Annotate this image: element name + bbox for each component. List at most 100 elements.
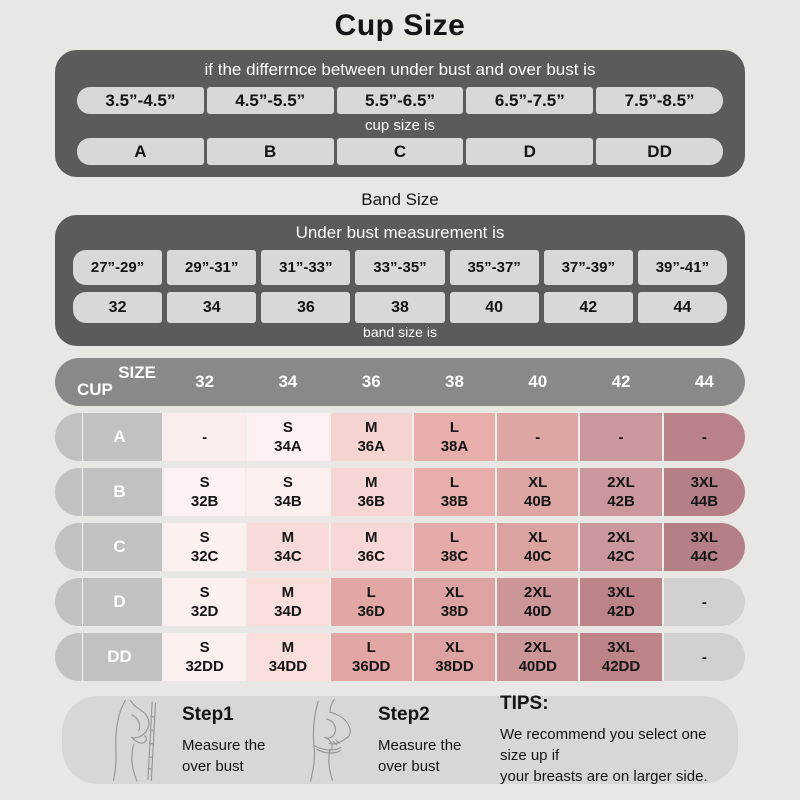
tips-block: TIPS: We recommend you select one size u… (484, 693, 714, 787)
size-cell: XL 40B (495, 468, 579, 516)
step1-title: Step1 (182, 703, 234, 725)
cell-size-code: 36B (357, 493, 385, 510)
cell-size-label: S (199, 584, 210, 601)
size-cell: L 38C (411, 523, 496, 571)
matrix-header: SIZE CUP 32 34 36 38 40 42 44 (55, 358, 745, 406)
band-size-title: Band Size (361, 190, 439, 209)
cell-size-label: S (199, 529, 210, 546)
size-cell: 3XL 42D (578, 578, 662, 626)
cell-size-code: 36DD (352, 658, 391, 675)
cell-size-code: 36C (357, 548, 385, 565)
cup-condition-label: if the differrnce between under bust and… (204, 60, 596, 79)
matrix-column-header: 34 (278, 372, 298, 391)
cell-size-label: S (199, 474, 210, 491)
band-range-row: 27”-29” 29”-31” 31”-33” 33”-35” 35”-37” 37”-3… (73, 250, 727, 285)
step2-text-line2: over bust (378, 757, 440, 775)
cell-size-code: 34D (274, 603, 302, 620)
size-cell: - (495, 413, 579, 461)
row-cup-label: D (55, 578, 162, 626)
cup-range-pill: 5.5”-6.5” (336, 87, 464, 114)
cell-size-code: 32DD (185, 658, 224, 675)
cup-letter-pill: B (206, 138, 334, 165)
size-cell: - (661, 633, 745, 681)
size-cell: S 34B (245, 468, 329, 516)
band-size-pill: 38 (355, 292, 445, 323)
size-cell: S 32DD (162, 633, 246, 681)
cell-size-label: L (449, 419, 460, 436)
matrix-row: B S 32B S 34B M 36B L 38B XL 40B 2XL 42B 3XL 44B (55, 468, 745, 516)
matrix-body: A - S 34A M 36A L 38A - - - B S 32B S 34B M 36B L 38B XL 40B 2… (55, 413, 745, 681)
step2-text: Measure the over bust (378, 735, 484, 777)
cup-range-pill: 7.5”-8.5” (596, 87, 723, 114)
cell-size-label: 2XL (607, 474, 635, 491)
cell-size-label: 2XL (607, 529, 635, 546)
size-cell: 3XL 44C (661, 523, 745, 571)
band-range-pill: 31”-33” (261, 250, 351, 285)
band-range-pill: 35”-37” (449, 250, 539, 285)
size-cell: XL 38D (411, 578, 496, 626)
cell-size-label: XL (444, 639, 465, 656)
step1-block: Step1 Measure the over bust (176, 704, 288, 777)
band-size-panel: Under bust measurement is 27”-29” 29”-31”… (55, 215, 745, 346)
matrix-column-header: 36 (361, 372, 381, 391)
size-cell: M 34C (245, 523, 329, 571)
size-cell: XL 38DD (411, 633, 496, 681)
cell-size-label: M (364, 529, 378, 546)
size-cell: M 34D (245, 578, 329, 626)
cell-size-label: 3XL (607, 584, 635, 601)
cell-size-code: 36D (357, 603, 385, 620)
size-cell: S 32B (162, 468, 246, 516)
cell-size-label: - (701, 428, 707, 446)
cell-size-code: 36A (357, 438, 385, 455)
cell-size-code: 32D (190, 603, 219, 620)
band-result-label: band size is (363, 324, 437, 340)
cell-size-label: S (282, 474, 293, 491)
step2-title: Step2 (378, 703, 430, 725)
cup-result-label: cup size is (364, 117, 436, 134)
matrix-column-header: 32 (195, 372, 215, 391)
cell-size-code: 40DD (518, 658, 557, 675)
size-cell: S 32D (162, 578, 246, 626)
step2-text-line1: Measure the (378, 736, 462, 754)
cell-size-code: 42D (607, 603, 635, 620)
matrix-column-headers: 32 34 36 38 40 42 44 (162, 358, 745, 406)
cell-size-code: 42DD (601, 658, 641, 675)
size-cell: M 36A (328, 413, 412, 461)
cup-letter-pill: DD (596, 138, 723, 165)
row-cup-label: C (55, 523, 162, 571)
cup-axis-label: CUP (77, 380, 113, 399)
size-cell: S 32C (162, 523, 246, 571)
size-cell: 3XL 44B (661, 468, 745, 516)
step1-text: Measure the over bust (182, 735, 288, 777)
row-cup-label: B (55, 468, 162, 516)
cell-size-code: 40D (524, 603, 552, 620)
size-cell: M 34DD (245, 633, 329, 681)
size-cell: 2XL 40D (495, 578, 579, 626)
cup-range-pill: 4.5”-5.5” (206, 87, 334, 114)
size-cell: 2XL 42C (578, 523, 662, 571)
cell-size-label: L (366, 584, 376, 601)
cell-size-code: 40B (524, 493, 552, 510)
cell-size-label: M (281, 529, 295, 546)
cell-size-code: 34B (274, 493, 302, 510)
cup-range-pill: 6.5”-7.5” (466, 87, 594, 114)
measure-figure-2-icon (310, 699, 351, 782)
size-cell: M 36B (328, 468, 412, 516)
cell-size-label: XL (528, 529, 548, 546)
band-size-row: 32 34 36 38 40 42 44 (73, 292, 727, 323)
matrix-row: C S 32C M 34C M 36C L 38C XL 40C 2XL 42C 3XL 44C (55, 523, 745, 571)
cup-range-row: 3.5”-4.5” 4.5”-5.5” 5.5”-6.5” 6.5”-7.5” 7.5”… (77, 87, 723, 114)
page-title: Cup Size (334, 9, 466, 42)
cell-size-label: L (366, 639, 376, 656)
matrix-column-header: 44 (694, 372, 714, 391)
cell-size-code: 32C (190, 548, 219, 565)
cell-size-code: 38B (440, 493, 469, 510)
cell-size-label: S (199, 639, 210, 656)
row-cup-label: DD (55, 633, 162, 681)
size-cell: L 36DD (328, 633, 412, 681)
cell-size-label: - (535, 428, 541, 446)
cell-size-label: M (364, 474, 378, 491)
band-range-pill: 29”-31” (167, 250, 257, 285)
tips-text-line2: your breasts are on larger side. (500, 768, 708, 785)
